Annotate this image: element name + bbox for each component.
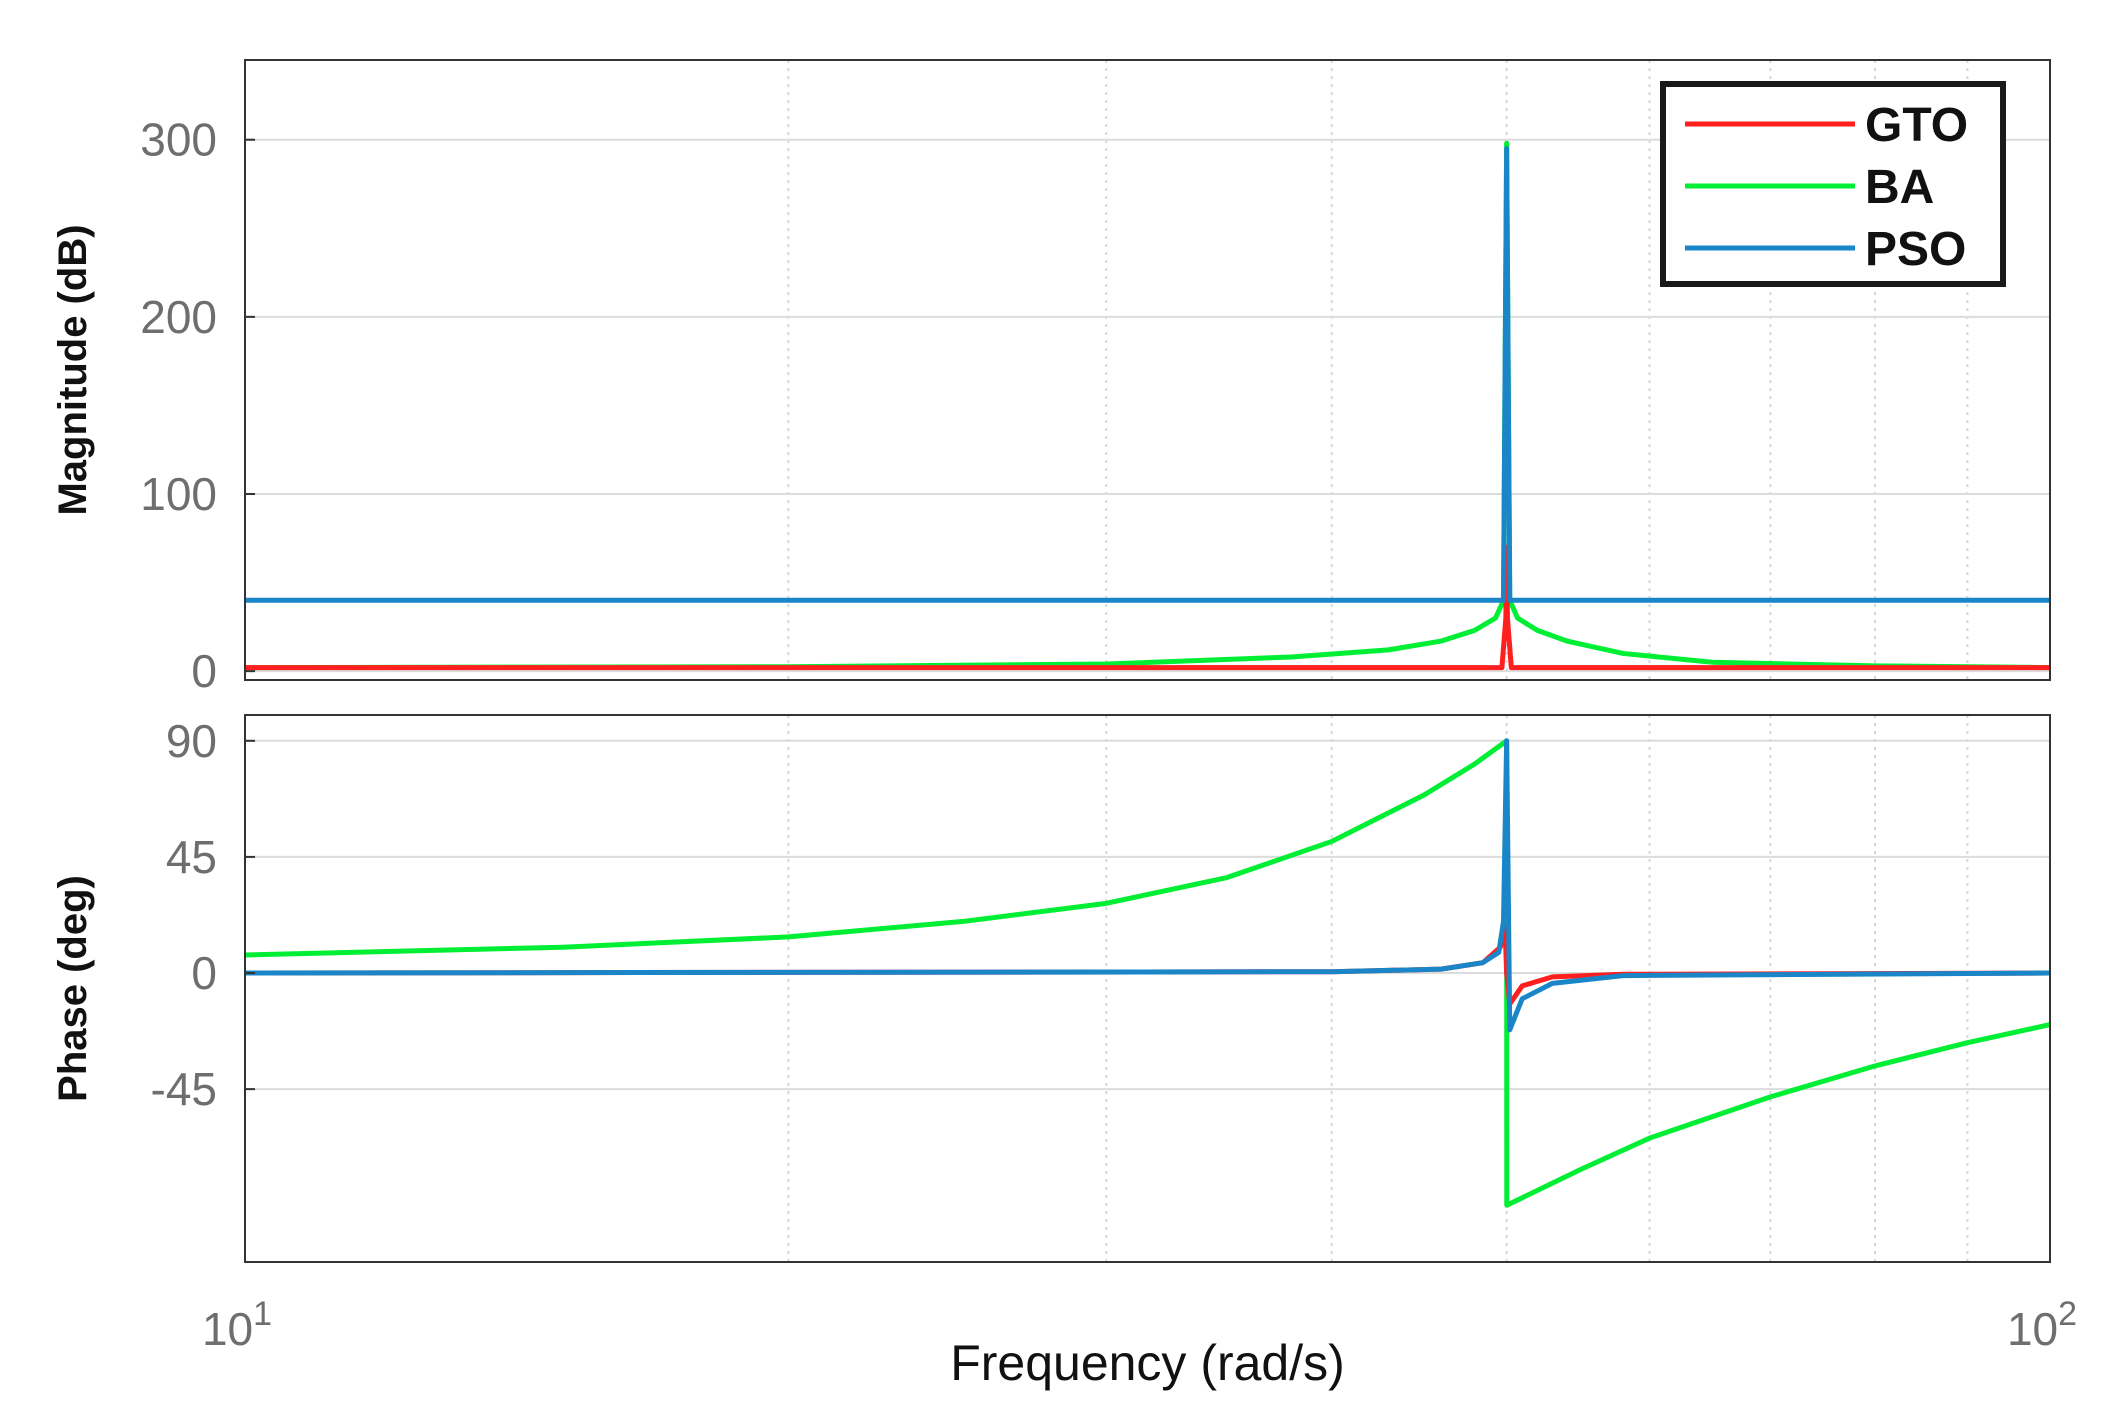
legend-label-gto: GTO xyxy=(1865,99,1968,152)
x-axis-label: Frequency (rad/s) xyxy=(950,1335,1345,1391)
phase-plot-area xyxy=(245,715,2050,1262)
phase-series xyxy=(244,738,2051,1208)
series-line-pso xyxy=(245,146,2050,603)
legend: GTO BA PSO xyxy=(1660,81,2006,287)
x-tick-label: 101 xyxy=(202,1295,272,1355)
y-tick-label: 0 xyxy=(191,947,217,999)
x-tick-base: 10 xyxy=(202,1303,253,1355)
series-line-pso xyxy=(244,738,2051,1033)
y-tick-label: 45 xyxy=(166,831,217,883)
x-tick-exponent: 1 xyxy=(253,1295,272,1333)
legend-items: GTO BA PSO xyxy=(1685,99,1968,276)
magnitude-y-ticks: 0 100 200 300 xyxy=(140,114,255,697)
phase-y-axis-label: Phase (deg) xyxy=(51,875,95,1102)
y-tick-label: 90 xyxy=(166,715,217,767)
phase-axes-box xyxy=(244,714,2051,1263)
magnitude-axes-box xyxy=(244,59,2051,681)
phase-axes: 90 45 0 -45 Phase (deg) xyxy=(51,714,2051,1263)
y-tick-label: 0 xyxy=(191,645,217,697)
x-axis-ticks: 101 102 xyxy=(202,1295,2077,1355)
y-tick-label: 200 xyxy=(140,291,217,343)
series-line-ba xyxy=(244,738,2051,1208)
y-tick-label: 100 xyxy=(140,468,217,520)
y-tick-label: -45 xyxy=(151,1063,217,1115)
x-tick-label: 102 xyxy=(2007,1295,2077,1355)
legend-label-ba: BA xyxy=(1865,161,1934,214)
y-tick-label: 300 xyxy=(140,114,217,166)
legend-label-pso: PSO xyxy=(1865,223,1966,276)
magnitude-series xyxy=(244,140,2051,671)
x-tick-exponent: 2 xyxy=(2058,1295,2077,1333)
phase-y-ticks: 90 45 0 -45 xyxy=(151,715,255,1115)
series-line-gto xyxy=(245,544,2050,671)
x-tick-base: 10 xyxy=(2007,1303,2058,1355)
magnitude-y-axis-label: Magnitude (dB) xyxy=(51,224,95,515)
